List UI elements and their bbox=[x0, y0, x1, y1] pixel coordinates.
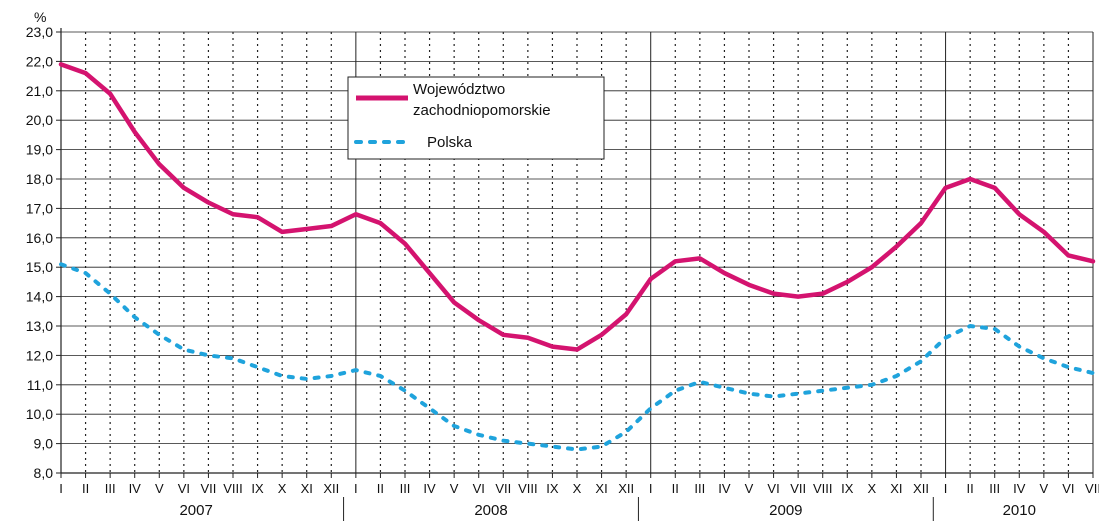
x-tick-label: XI bbox=[890, 481, 902, 496]
y-tick-label: 20,0 bbox=[26, 112, 53, 128]
x-tick-label: X bbox=[868, 481, 877, 496]
x-tick-label: VII bbox=[1085, 481, 1099, 496]
x-tick-label: VII bbox=[495, 481, 511, 496]
x-tick-label: VII bbox=[790, 481, 806, 496]
x-tick-label: IX bbox=[841, 481, 854, 496]
x-tick-label: IV bbox=[1013, 481, 1026, 496]
legend-box bbox=[347, 76, 605, 160]
y-tick-label: 12,0 bbox=[26, 347, 53, 363]
x-tick-label: V bbox=[1040, 481, 1049, 496]
x-tick-label: X bbox=[573, 481, 582, 496]
x-tick-label: X bbox=[278, 481, 287, 496]
series bbox=[58, 62, 1096, 452]
x-tick-label: II bbox=[377, 481, 384, 496]
y-tick-label: 13,0 bbox=[26, 318, 53, 334]
x-tick-label: II bbox=[672, 481, 679, 496]
y-tick-label: 16,0 bbox=[26, 230, 53, 246]
x-tick-label: I bbox=[354, 481, 358, 496]
x-tick-label: V bbox=[745, 481, 754, 496]
x-tick-label: VIII bbox=[518, 481, 538, 496]
y-tick-label: 19,0 bbox=[26, 142, 53, 158]
y-tick-label: 14,0 bbox=[26, 289, 53, 305]
x-tick-label: VIII bbox=[813, 481, 833, 496]
axes bbox=[56, 28, 1094, 521]
x-tick-label: XII bbox=[323, 481, 339, 496]
y-tick-label: 22,0 bbox=[26, 53, 53, 69]
y-unit-label: % bbox=[34, 9, 46, 25]
axis-labels: 8,0 9,0 10,0 11,0 12,0 13,0 14,0 15,0 16,0 17,0 18… bbox=[26, 24, 1099, 519]
x-tick-label: I bbox=[944, 481, 948, 496]
x-tick-label: XI bbox=[595, 481, 607, 496]
y-tick-label: 11,0 bbox=[27, 377, 53, 393]
year-label: 2008 bbox=[474, 502, 507, 519]
x-tick-label: IX bbox=[546, 481, 559, 496]
x-tick-label: VI bbox=[178, 481, 190, 496]
x-tick-label: XII bbox=[913, 481, 929, 496]
x-tick-label: I bbox=[649, 481, 653, 496]
x-tick-label: XII bbox=[618, 481, 634, 496]
x-tick-label: V bbox=[155, 481, 164, 496]
x-tick-label: IV bbox=[718, 481, 731, 496]
y-tick-label: 15,0 bbox=[26, 259, 53, 275]
y-tick-label: 18,0 bbox=[26, 171, 53, 187]
x-tick-label: IV bbox=[129, 481, 142, 496]
x-tick-label: III bbox=[694, 481, 705, 496]
year-label: 2007 bbox=[179, 502, 212, 519]
x-tick-label: VI bbox=[473, 481, 485, 496]
year-label: 2009 bbox=[769, 502, 802, 519]
x-tick-label: III bbox=[105, 481, 116, 496]
year-label: 2010 bbox=[1003, 502, 1036, 519]
x-tick-label: V bbox=[450, 481, 459, 496]
x-tick-label: IV bbox=[423, 481, 436, 496]
x-tick-label: IX bbox=[251, 481, 264, 496]
x-tick-label: II bbox=[967, 481, 974, 496]
y-tick-label: 9,0 bbox=[34, 436, 54, 452]
legend-label-series-1-line-1: Województwo bbox=[413, 81, 505, 98]
y-tick-label: 17,0 bbox=[26, 200, 53, 216]
x-tick-label: III bbox=[400, 481, 411, 496]
legend: Województwo zachodniopomorskie Polska bbox=[347, 76, 605, 160]
legend-label-series-2: Polska bbox=[427, 134, 473, 151]
y-tick-label: 21,0 bbox=[26, 83, 53, 99]
x-tick-label: III bbox=[989, 481, 1000, 496]
x-tick-label: VIII bbox=[223, 481, 243, 496]
y-tick-label: 23,0 bbox=[26, 24, 53, 40]
x-tick-label: VI bbox=[767, 481, 779, 496]
x-tick-label: XI bbox=[301, 481, 313, 496]
y-tick-label: 8,0 bbox=[34, 465, 54, 481]
x-tick-label: VI bbox=[1062, 481, 1074, 496]
legend-label-series-1-line-2: zachodniopomorskie bbox=[413, 102, 551, 119]
x-tick-label: VII bbox=[200, 481, 216, 496]
x-tick-label: II bbox=[82, 481, 89, 496]
x-tick-label: I bbox=[59, 481, 63, 496]
y-tick-label: 10,0 bbox=[26, 406, 53, 422]
